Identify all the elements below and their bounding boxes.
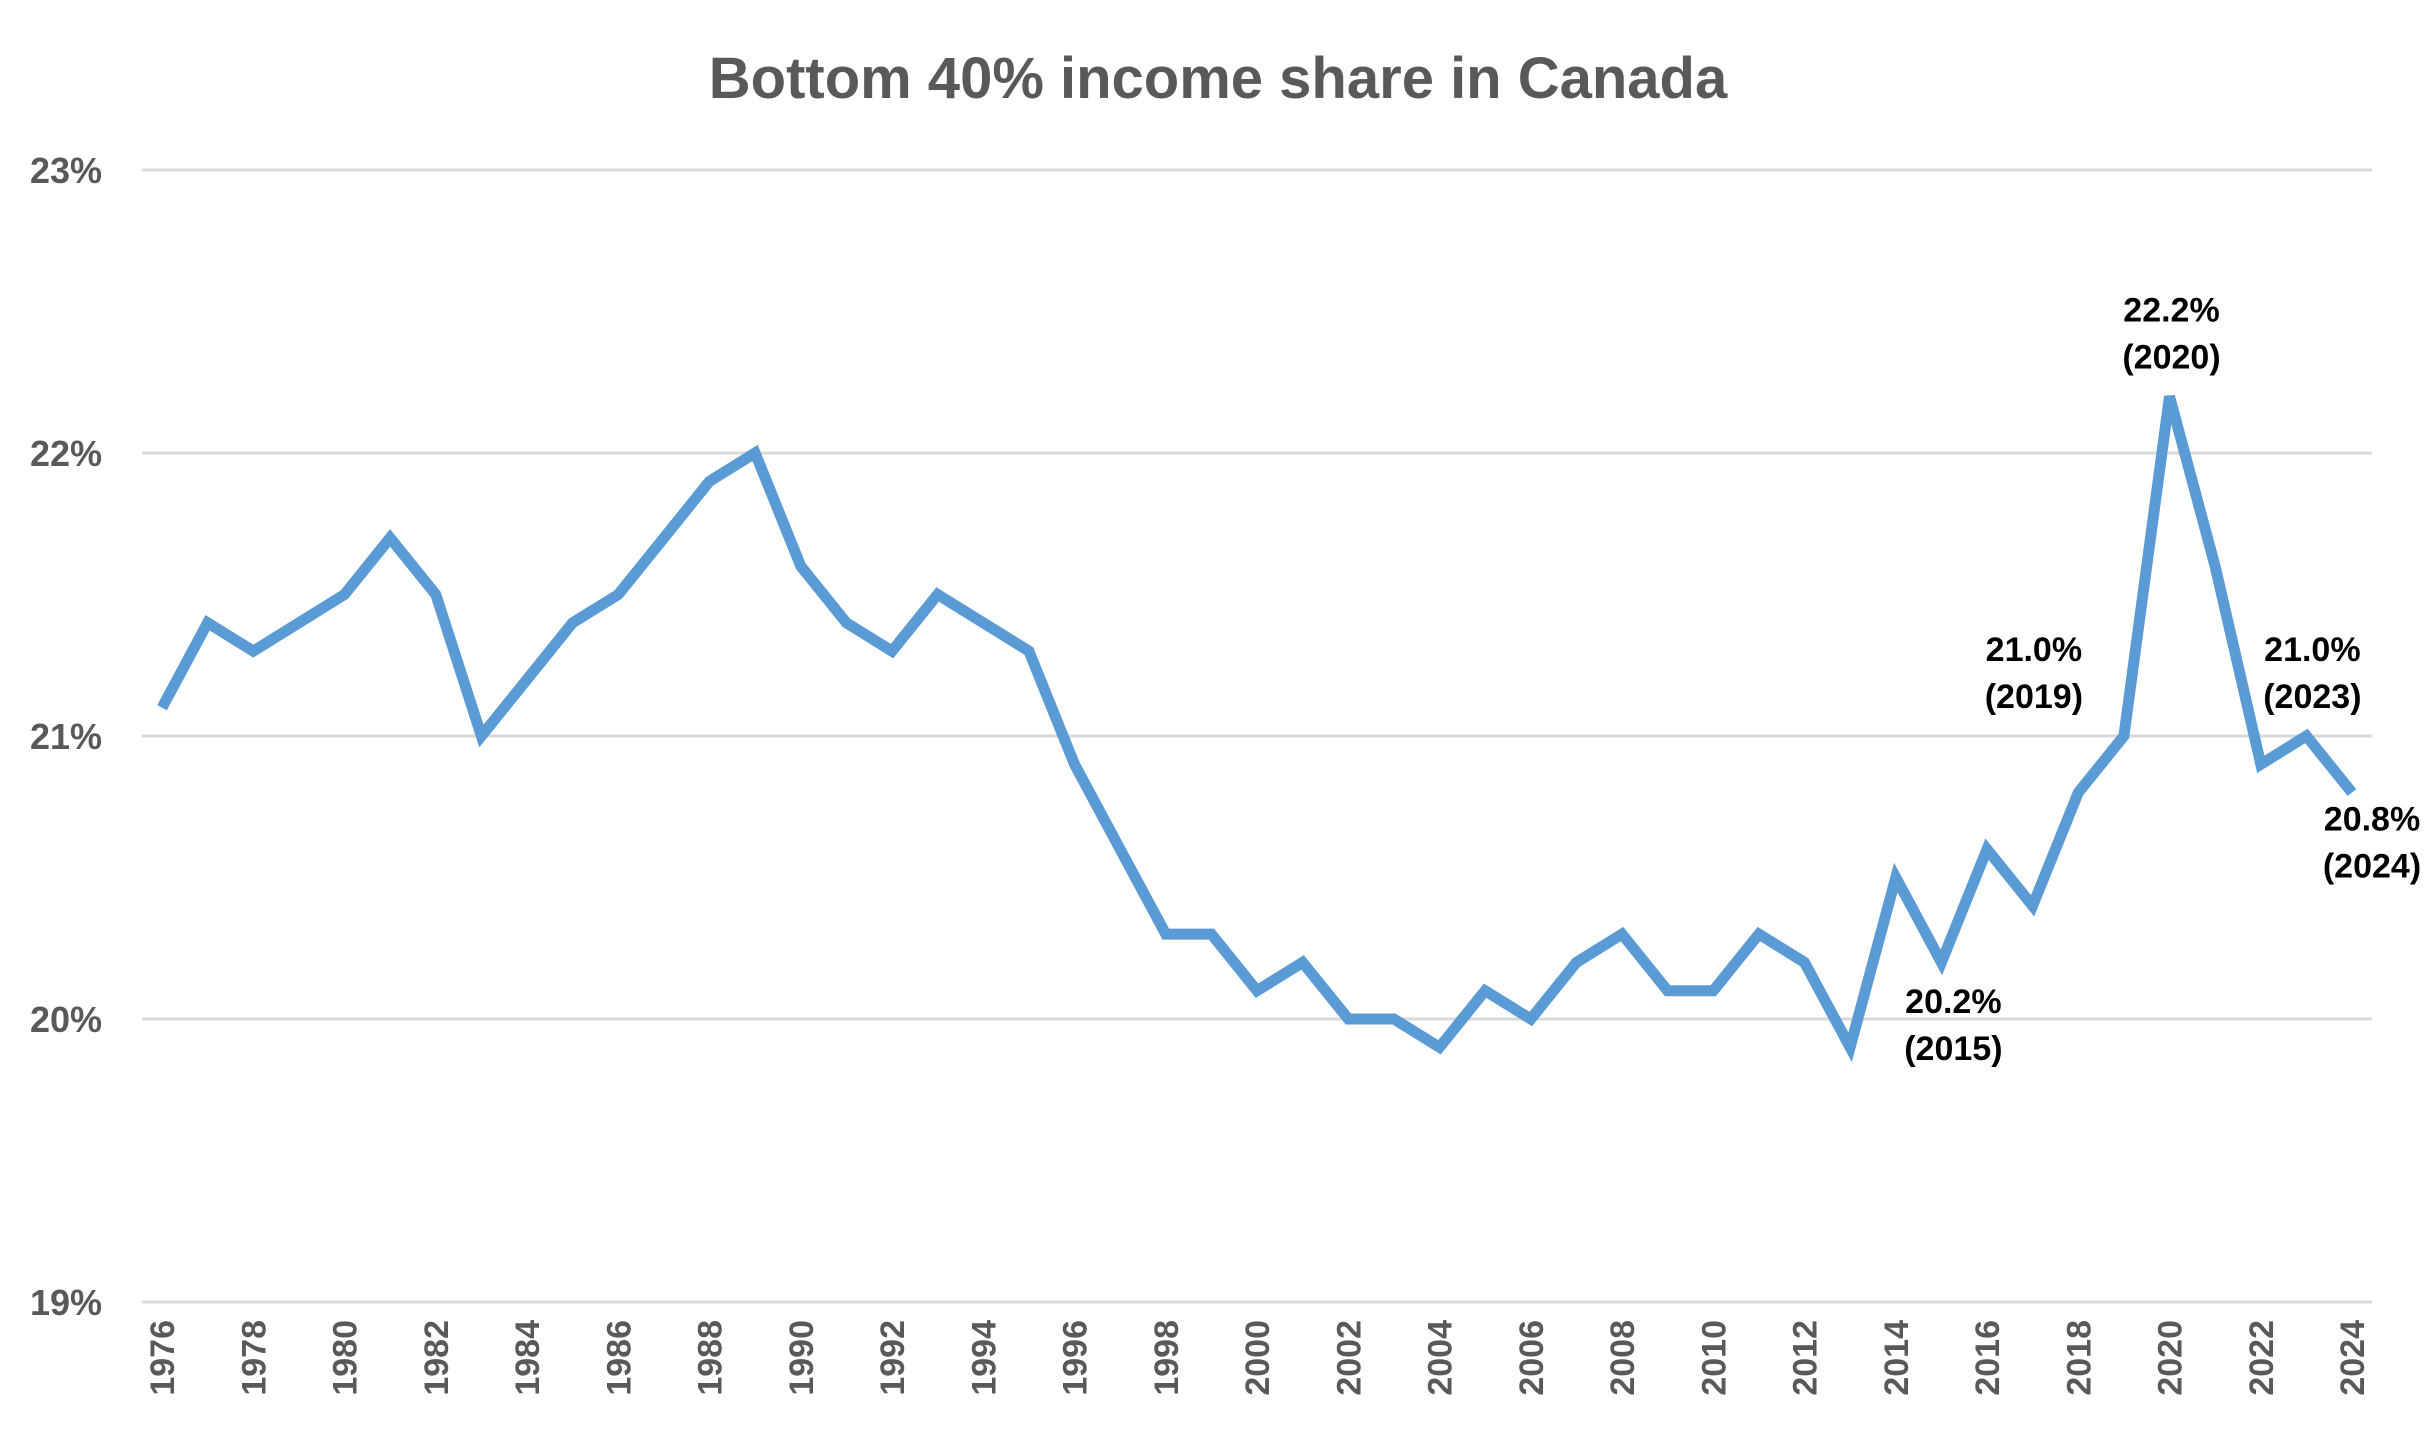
series-layer [157, 394, 2357, 1063]
x-axis-ticks: 1976 1978 1980 1982 1984 1986 1988 1990 1992 1994… [144, 1320, 2372, 1396]
annotation-2023: 21.0% (2023) [2263, 631, 2361, 716]
annotation-value: 20.8% [2324, 801, 2420, 839]
annotation-year: (2019) [1985, 678, 2083, 716]
y-tick-label: 19% [30, 1282, 102, 1323]
annotation-2015: 20.2% (2015) [1904, 983, 2002, 1068]
x-tick-label: 2000 [1239, 1320, 1277, 1396]
x-tick-label: 2004 [1422, 1320, 1460, 1396]
x-tick-label: 2008 [1604, 1320, 1642, 1396]
x-tick-label: 2020 [2152, 1320, 2190, 1396]
annotation-value: 21.0% [2264, 631, 2360, 669]
x-tick-label: 1996 [1057, 1320, 1095, 1396]
x-tick-label: 1980 [327, 1320, 365, 1396]
series-line [157, 394, 2357, 1063]
x-tick-label: 1992 [874, 1320, 912, 1396]
y-tick-label: 20% [30, 999, 102, 1040]
x-tick-label: 1986 [600, 1320, 638, 1396]
x-tick-label: 2014 [1878, 1320, 1916, 1396]
y-tick-label: 22% [30, 433, 102, 474]
chart-title: Bottom 40% income share in Canada [709, 46, 1728, 111]
annotation-value: 22.2% [2123, 291, 2219, 329]
x-tick-label: 1990 [783, 1320, 821, 1396]
x-tick-label: 1994 [965, 1320, 1003, 1396]
x-tick-label: 1998 [1148, 1320, 1186, 1396]
x-tick-label: 1978 [235, 1320, 273, 1396]
x-tick-label: 2006 [1513, 1320, 1551, 1396]
annotations: 20.2% (2015) 21.0% (2019) 22.2% (2020) 21.0% (2… [1904, 291, 2421, 1068]
annotation-2019: 21.0% (2019) [1985, 631, 2083, 716]
x-tick-label: 2018 [2060, 1320, 2098, 1396]
x-tick-label: 2012 [1787, 1320, 1825, 1396]
x-tick-label: 1976 [144, 1320, 182, 1396]
annotation-year: (2024) [2323, 848, 2421, 886]
x-tick-label: 2002 [1330, 1320, 1368, 1396]
x-tick-label: 2016 [1969, 1320, 2007, 1396]
annotation-year: (2015) [1904, 1030, 2002, 1068]
annotation-2024: 20.8% (2024) [2323, 801, 2421, 886]
x-tick-label: 1988 [692, 1320, 730, 1396]
y-axis-ticks: 19% 20% 21% 22% 23% [30, 150, 102, 1323]
x-tick-label: 1982 [418, 1320, 456, 1396]
gridlines [142, 168, 2372, 1304]
x-tick-label: 2022 [2243, 1320, 2281, 1396]
y-tick-label: 23% [30, 150, 102, 191]
annotation-year: (2020) [2122, 338, 2220, 376]
annotation-value: 20.2% [1905, 983, 2001, 1021]
annotation-year: (2023) [2263, 678, 2361, 716]
annotation-2020: 22.2% (2020) [2122, 291, 2220, 376]
x-tick-label: 1984 [509, 1320, 547, 1396]
annotation-value: 21.0% [1986, 631, 2082, 669]
x-tick-label: 2010 [1695, 1320, 1733, 1396]
y-tick-label: 21% [30, 716, 102, 757]
x-tick-label: 2024 [2334, 1320, 2372, 1396]
